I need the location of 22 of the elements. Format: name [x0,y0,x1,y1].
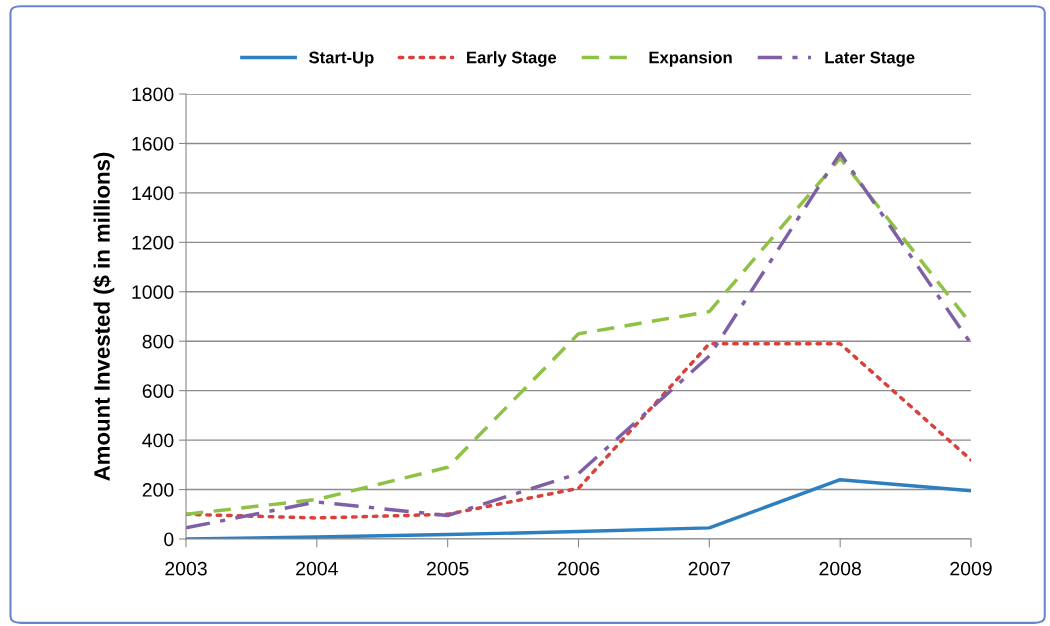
x-tick-label: 2006 [557,561,600,576]
y-tick-label: 800 [142,334,174,349]
y-tick-label: 1200 [132,235,174,250]
legend-label: Later Stage [825,51,915,67]
legend-label: Start-Up [309,51,374,67]
x-tick-label: 2008 [819,561,861,576]
y-tick-label: 600 [142,384,174,398]
y-tick-label: 200 [142,483,174,497]
y-tick-label: 1000 [132,285,174,300]
legend-label: Expansion [649,51,732,67]
x-tick-label: 2003 [165,561,207,576]
x-tick-label: 2007 [688,561,730,576]
y-tick-label: 400 [142,433,174,448]
y-tick-label: 1400 [132,186,174,201]
x-tick-label: 2005 [427,561,469,576]
legend-label: Early Stage [467,51,557,67]
y-tick-label: 1600 [132,136,174,151]
x-tick-label: 2004 [296,561,338,576]
y-tick-label: 1800 [132,87,174,102]
x-tick-label: 2009 [950,561,992,576]
y-axis-title: Amount Invested ($ in millions) [93,152,115,481]
y-tick-label: 0 [164,532,174,547]
